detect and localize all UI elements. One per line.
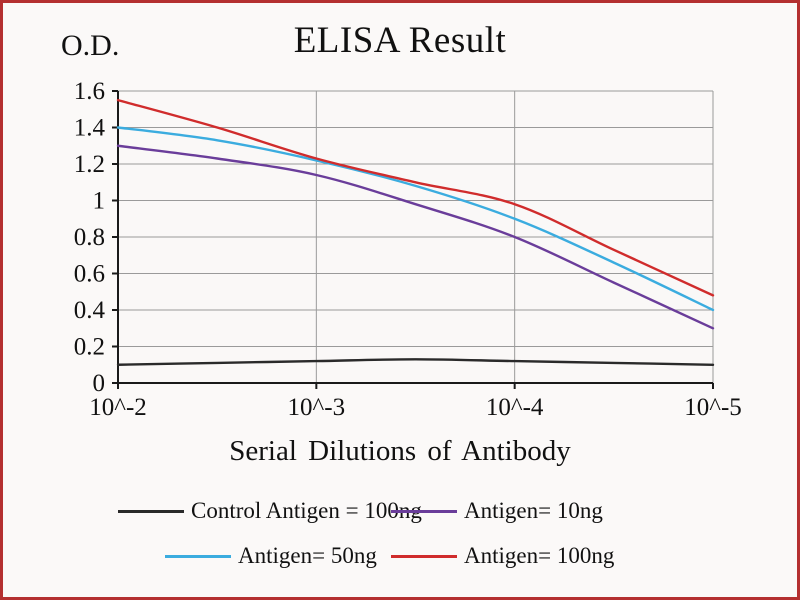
- legend-label: Antigen= 10ng: [464, 498, 603, 523]
- y-tick-label: 1.2: [74, 151, 105, 178]
- x-tick-label: 10^-4: [486, 394, 544, 421]
- y-tick-label: 1.6: [74, 78, 105, 105]
- legend-entry-control-antigen-100ng: Control Antigen = 100ng: [118, 498, 422, 523]
- legend-label: Antigen= 100ng: [464, 543, 615, 568]
- legend-line-swatch-black: [118, 509, 184, 513]
- series-line-1: [116, 144, 715, 330]
- legend-label: Antigen= 50ng: [238, 543, 377, 568]
- y-tick-label: 1: [93, 188, 106, 215]
- series-line-3: [116, 98, 715, 297]
- y-tick-label: 0.4: [74, 297, 106, 324]
- legend-entry-antigen-50ng: Antigen= 50ng: [165, 543, 377, 568]
- series-line-0: [116, 358, 715, 366]
- chart-title: ELISA Result: [293, 20, 507, 61]
- legend-entry-antigen-100ng: Antigen= 100ng: [391, 543, 615, 568]
- y-tick-label: 0.2: [74, 334, 105, 361]
- y-tick-label: 0.6: [74, 261, 105, 288]
- legend-line-swatch-red: [391, 554, 457, 558]
- legend-line-swatch-cyan: [165, 554, 231, 558]
- legend-entry-antigen-10ng: Antigen= 10ng: [391, 498, 603, 523]
- x-tick-label: 10^-5: [684, 394, 742, 421]
- y-tick-label: 0: [93, 370, 106, 397]
- y-tick-label: 1.4: [74, 115, 106, 142]
- x-tick-label: 10^-3: [288, 394, 346, 421]
- y-axis-title: O.D.: [61, 29, 120, 62]
- y-tick-label: 0.8: [74, 224, 105, 251]
- x-tick-label: 10^-2: [89, 394, 147, 421]
- series-line-2: [116, 126, 715, 312]
- elisa-line-chart: 10^-2 10^-3 10^-4 10^-5 0 0.2 0.4 0.6 0.8 1 1.2 1.4…: [74, 78, 742, 421]
- legend-label: Control Antigen = 100ng: [191, 498, 422, 523]
- x-axis-title: Serial Dilutions of Antibody: [229, 435, 571, 467]
- legend-line-swatch-purple: [391, 509, 457, 513]
